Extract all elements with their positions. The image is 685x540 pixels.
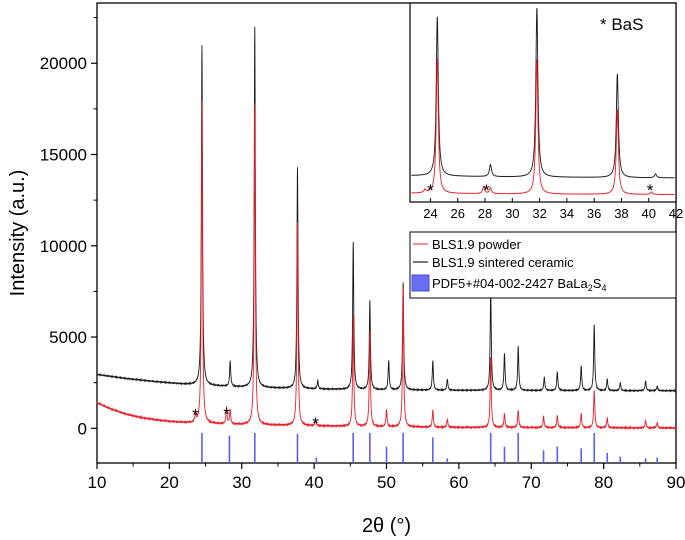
x-tick-label: 60 [449, 473, 468, 492]
legend-frame [409, 231, 677, 299]
x-tick-label: 80 [594, 473, 613, 492]
inset-x-tick-label: 28 [478, 206, 492, 221]
y-tick-label: 15000 [40, 146, 87, 165]
bas-peak-marker: * [223, 405, 230, 424]
inset-series-sintered-ceramic [411, 7, 675, 179]
legend: BLS1.9 powder BLS1.9 sintered ceramic PDF5… [409, 231, 677, 299]
inset-bas-marker: * [647, 181, 654, 200]
x-tick-label: 30 [232, 473, 251, 492]
inset-x-tick-label: 24 [423, 206, 437, 221]
inset-frame [409, 2, 677, 203]
inset-x-tick-label: 36 [587, 206, 601, 221]
x-tick-label: 10 [88, 473, 107, 492]
x-tick-label: 70 [522, 473, 541, 492]
series-sintered-ceramic [96, 26, 677, 393]
inset-bas-marker: * [427, 181, 434, 200]
x-tick-label: 20 [160, 473, 179, 492]
legend-label-ceramic: BLS1.9 sintered ceramic [432, 255, 574, 270]
bas-peak-marker: * [192, 406, 199, 425]
series-powder [96, 100, 677, 431]
x-tick-label: 50 [377, 473, 396, 492]
legend-swatch-reference [411, 274, 430, 292]
inset-x-tick-label: 26 [451, 206, 465, 221]
inset-series-powder [411, 58, 675, 196]
inset-x-tick-label: 34 [560, 206, 574, 221]
y-tick-label: 0 [78, 419, 87, 438]
legend-label-powder: BLS1.9 powder [432, 237, 522, 252]
legend-label-reference: PDF5+#04-002-2427 BaLa2S4 [432, 276, 606, 293]
inset-x-tick-label: 32 [532, 206, 546, 221]
y-tick-label: 20000 [40, 54, 87, 73]
inset-bas-label: * BaS [600, 15, 643, 34]
inset-x-tick-label: 42 [669, 206, 683, 221]
inset-bas-marker: * [483, 181, 490, 200]
bas-peak-marker: * [312, 414, 319, 433]
x-tick-label: 90 [667, 473, 685, 492]
main-plot: 10 20 30 40 50 60 70 80 90 0 5000 10000 15000 20000 * *… [40, 2, 685, 492]
y-tick-label: 5000 [49, 328, 87, 347]
y-axis-title: Intensity (a.u.) [7, 170, 29, 297]
inset-x-tick-label: 30 [505, 206, 519, 221]
inset-plot: 24 26 28 30 32 34 36 38 40 42 * * * * BaS [409, 2, 683, 221]
y-tick-label: 10000 [40, 237, 87, 256]
inset-x-tick-label: 38 [614, 206, 628, 221]
inset-x-tick-label: 40 [641, 206, 655, 221]
x-axis-title: 2θ (°) [362, 515, 411, 537]
x-tick-label: 40 [305, 473, 324, 492]
